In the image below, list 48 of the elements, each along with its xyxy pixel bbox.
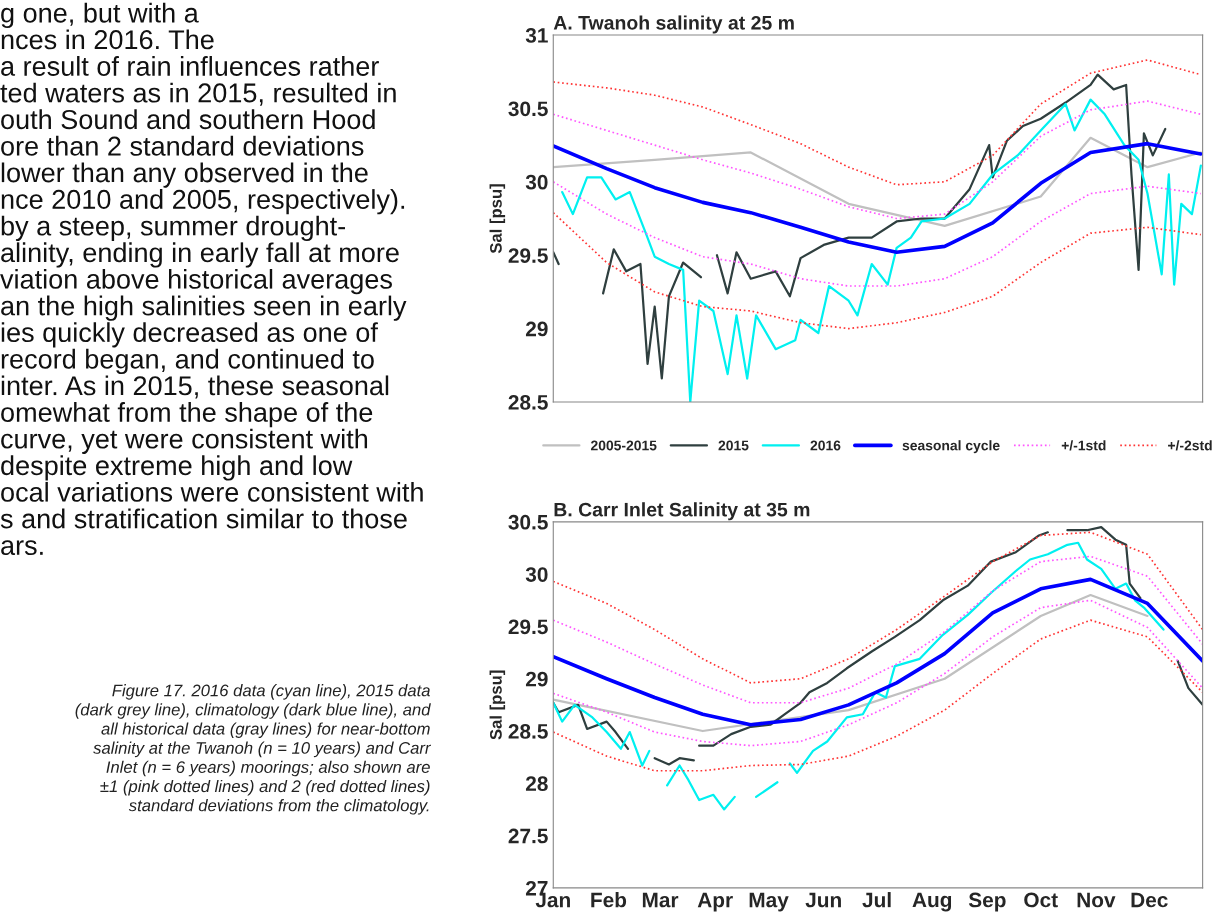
legend-label: +/-1std (1061, 440, 1106, 451)
y-tick-label: 30 (525, 567, 548, 582)
y-tick-label: 27.5 (508, 828, 548, 844)
line-series (553, 180, 1202, 287)
legend-label: seasonal cycle (902, 440, 1000, 454)
y-tick-label: 30.5 (508, 101, 548, 117)
line-series (553, 599, 1203, 747)
line-series (553, 100, 1202, 220)
line-series (553, 136, 1202, 227)
x-tick-label: Jul (862, 892, 891, 908)
legend-label: 2005-2015 (590, 440, 657, 451)
line-series (553, 555, 1203, 704)
y-tick-label: 30.5 (508, 514, 548, 530)
x-tick-label: Oct (1024, 892, 1058, 908)
line-series (553, 593, 1149, 733)
legend-label: 2015 (718, 440, 749, 451)
x-tick-label: Aug (912, 892, 952, 912)
y-tick-label: 30 (525, 174, 548, 190)
text: g one, but with a nces in 2016. The a result of rain influences rather ted waters as in 2015, resulted in outh Sound and southern Hood ore than 2 standard deviations lower than any observed in the nce 2010 and 2005, respectively). by a steep, summer drought- alinity, ending in early fall at more viation above historical averages an the high salinities seen in early ies quickly decreased as one of record began, and continued to inter. As in 2015, these seasonal omewhat from the shape of the curve, yet were consistent with despite extreme high and low ocal variations were consistent with s and stratification similar to those ars. (0, 2, 423, 556)
line-series (561, 98, 1202, 402)
y-axis-title: Sal [psu] (489, 184, 506, 254)
y-tick-label: 29 (525, 671, 548, 687)
line-series (553, 619, 1203, 772)
y-tick-label: 28.5 (508, 724, 548, 739)
y-tick-label: 28.5 (508, 394, 548, 410)
x-tick-label: Nov (1077, 892, 1116, 908)
legend-label: +/-2std (1168, 440, 1212, 451)
y-tick-label: 31 (525, 28, 548, 43)
y-tick-label: 29.5 (508, 619, 548, 635)
x-tick-label: Sep (968, 892, 1006, 912)
x-tick-label: Jun (805, 892, 841, 908)
y-tick-label: 28 (525, 776, 548, 792)
line-series (553, 211, 1202, 330)
line-series (553, 577, 1203, 727)
legend-label: 2016 (810, 440, 841, 451)
chart-title: B. Carr Inlet Salinity at 35 m (554, 502, 810, 521)
y-tick-label: 29.5 (508, 248, 548, 263)
x-tick-label: May (749, 892, 789, 912)
y-axis-title: Sal [psu] (489, 670, 506, 740)
caption: Figure 17. 2016 data (cyan line), 2015 data (dark grey line), climatology (dark blue line), and all historical data (gray lines) for near-bottom salinity at the Twanoh (n = 10 years) and Carr Inlet (n = 6 years) moorings; also shown are ±1 (pink dotted lines) and 2 (red dotted lines) standard deviations from the climatology. (75, 684, 432, 815)
x-tick-label: Apr (697, 892, 733, 912)
y-tick-label: 29 (525, 321, 548, 337)
x-tick-label: Feb (591, 892, 627, 908)
line-series (553, 141, 1203, 255)
x-tick-label: Mar (642, 892, 679, 908)
line-series (553, 531, 1203, 684)
x-tick-label: Dec (1131, 892, 1168, 908)
chart-title: A. Twanoh salinity at 25 m (553, 15, 794, 34)
